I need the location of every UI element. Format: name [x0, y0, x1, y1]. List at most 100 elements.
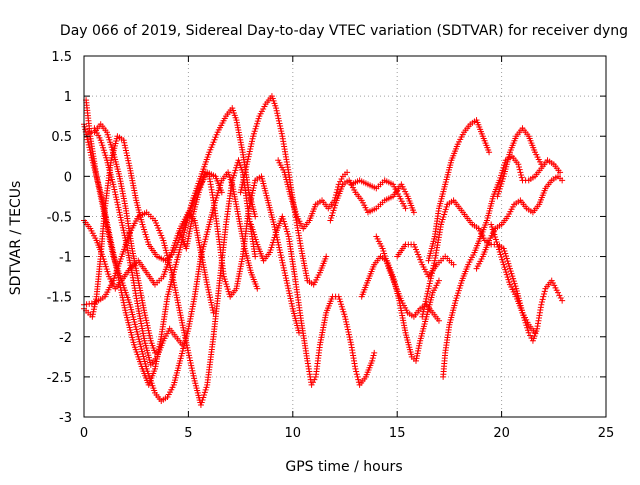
data-point	[90, 306, 97, 313]
data-point	[185, 352, 192, 359]
data-point	[488, 221, 495, 228]
data-point	[187, 205, 194, 212]
data-point	[424, 290, 431, 297]
data-point	[280, 262, 287, 269]
data-point	[248, 192, 255, 199]
data-point	[338, 176, 345, 183]
data-point	[120, 227, 127, 234]
data-point	[81, 123, 88, 130]
data-point	[187, 360, 194, 367]
data-point	[506, 279, 513, 286]
data-point	[125, 157, 132, 164]
data-point	[177, 309, 184, 316]
data-point	[243, 161, 250, 168]
data-point	[269, 242, 276, 249]
data-point	[142, 312, 149, 319]
data-point	[245, 153, 252, 160]
y-tick-label: -0.5	[47, 210, 72, 225]
data-point	[254, 120, 261, 127]
data-point	[142, 314, 149, 321]
data-point	[414, 249, 421, 256]
data-point	[189, 370, 196, 377]
data-point	[410, 209, 417, 216]
data-point	[353, 368, 360, 375]
data-point	[419, 313, 426, 320]
data-point	[229, 177, 236, 184]
data-point	[278, 257, 285, 264]
data-point	[113, 194, 120, 201]
data-point	[309, 379, 316, 386]
data-point	[491, 231, 498, 238]
data-point	[271, 224, 278, 231]
data-point	[277, 125, 284, 132]
data-point	[275, 115, 282, 122]
data-point	[338, 301, 345, 308]
data-point	[179, 341, 186, 348]
data-point	[83, 134, 90, 141]
data-point	[352, 365, 359, 372]
data-point	[174, 297, 181, 304]
data-point	[207, 146, 214, 153]
data-point	[385, 263, 392, 270]
series-sat-i	[237, 93, 330, 288]
data-point	[289, 303, 296, 310]
data-point	[271, 221, 278, 228]
data-point	[89, 313, 96, 320]
data-point	[205, 289, 212, 296]
data-point	[248, 195, 255, 202]
data-point	[155, 224, 162, 231]
data-point	[292, 208, 299, 215]
data-point	[281, 269, 288, 276]
y-axis-label: SDTVAR / TECUs	[8, 181, 24, 296]
data-point	[277, 252, 284, 259]
data-point	[554, 289, 561, 296]
plot-frame	[83, 55, 607, 418]
data-point	[171, 247, 178, 254]
data-point	[247, 143, 254, 150]
data-point	[541, 288, 548, 295]
data-point	[172, 244, 179, 251]
data-point	[245, 156, 252, 163]
data-point	[244, 158, 251, 165]
data-point	[121, 139, 128, 146]
data-point	[332, 199, 339, 206]
series-sat-q	[425, 117, 493, 264]
data-point	[178, 314, 185, 321]
data-point	[276, 120, 283, 127]
data-point	[173, 242, 180, 249]
data-point	[119, 222, 126, 229]
data-point	[380, 248, 387, 255]
data-point	[443, 203, 450, 210]
data-point	[278, 128, 285, 135]
data-point	[271, 234, 278, 241]
data-point	[416, 340, 423, 347]
data-point	[126, 162, 133, 169]
data-point	[240, 176, 247, 183]
x-tick-label: 15	[389, 426, 406, 441]
data-point	[248, 138, 255, 145]
y-tick-label: -2.5	[47, 371, 72, 386]
data-point	[213, 131, 220, 138]
data-point	[246, 202, 253, 209]
data-point	[421, 303, 428, 310]
data-point	[120, 299, 127, 306]
data-point	[252, 253, 259, 260]
data-point	[425, 285, 432, 292]
data-point	[284, 280, 291, 287]
data-point	[251, 179, 258, 186]
data-point	[97, 137, 104, 144]
data-point	[224, 283, 231, 290]
data-point	[239, 181, 246, 188]
data-point	[199, 396, 206, 403]
data-point	[274, 239, 281, 246]
data-point	[143, 317, 150, 324]
data-point	[283, 225, 290, 232]
data-point	[439, 216, 446, 223]
data-point	[500, 245, 507, 252]
data-point	[501, 248, 508, 255]
data-point	[283, 277, 290, 284]
data-point	[116, 209, 123, 216]
data-point	[111, 189, 118, 196]
data-point	[144, 322, 151, 329]
data-point	[246, 151, 253, 158]
